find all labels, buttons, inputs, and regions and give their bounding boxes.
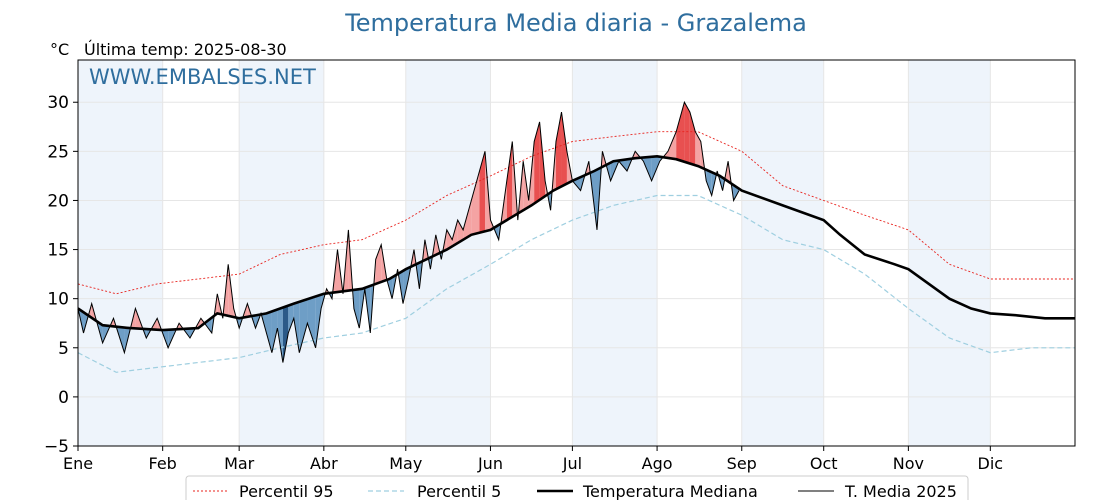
anomaly-fill-below <box>282 305 289 363</box>
series-line-percentil-5 <box>77 194 1075 373</box>
anomaly-fill-above <box>479 151 485 233</box>
watermark: WWW.EMBALSES.NET <box>89 65 316 89</box>
anomaly-fill-above <box>668 131 677 160</box>
x-tick-label-dic: Dic <box>978 454 1004 473</box>
anomaly-fill-above <box>556 112 562 190</box>
y-tick-label: 0 <box>58 388 69 408</box>
anomaly-fill-above <box>446 229 453 250</box>
anomaly-fill-below <box>277 307 283 363</box>
x-tick-label-oct: Oct <box>810 454 838 473</box>
legend-label: Temperatura Mediana <box>582 482 758 500</box>
legend-label: Percentil 5 <box>417 482 501 500</box>
anomaly-fill-below <box>403 267 409 304</box>
anomaly-fill-below <box>271 309 278 353</box>
anomaly-fill-below <box>204 317 212 334</box>
chart-title: Temperatura Media diaria - Grazalema <box>344 9 807 37</box>
anomaly-fill-above <box>375 244 382 284</box>
y-axis-ticks: −5 0 5 10 15 20 25 30 <box>44 93 78 457</box>
x-tick-label-mar: Mar <box>224 454 255 473</box>
grid-lines <box>77 60 1075 447</box>
anomaly-fill-above <box>506 141 513 221</box>
month-band-nov <box>908 60 991 446</box>
anomaly-fill-below <box>353 289 360 329</box>
anomaly-fill-above <box>471 170 480 235</box>
legend-box <box>185 475 969 500</box>
month-band-mar <box>239 60 324 446</box>
y-tick-label: 25 <box>47 142 69 162</box>
x-tick-label-ene: Ene <box>63 454 93 473</box>
x-tick-label-may: May <box>389 454 422 473</box>
y-tick-label: 15 <box>47 241 69 261</box>
month-band-may <box>405 60 491 446</box>
legend-label: Percentil 95 <box>239 482 334 500</box>
legend: Percentil 95 Percentil 5 Temperatura Media… <box>185 475 969 500</box>
month-band-sep <box>741 60 824 446</box>
x-tick-label-feb: Feb <box>149 454 177 473</box>
anomaly-fill-below <box>307 296 316 348</box>
chart-subtitle: Última temp: 2025-08-30 <box>84 40 287 59</box>
legend-label: T. Media 2025 <box>844 482 957 500</box>
plot-frame <box>77 59 1076 447</box>
y-tick-label: −5 <box>44 437 69 457</box>
y-tick-label: 30 <box>47 93 69 113</box>
y-axis-unit-label: °C <box>50 40 69 59</box>
anomaly-fill-above <box>463 200 472 240</box>
series-lines <box>77 100 1075 373</box>
anomaly-fill-below <box>293 301 300 353</box>
month-band-jul <box>572 60 658 446</box>
anomaly-fill-above <box>695 131 701 168</box>
x-tick-label-jun: Jun <box>477 454 503 473</box>
anomaly-fill-above <box>684 102 690 164</box>
month-bands <box>78 60 991 446</box>
x-tick-label-ago: Ago <box>642 454 673 473</box>
x-tick-label-nov: Nov <box>893 454 924 473</box>
anomaly-fill-below <box>288 303 294 334</box>
anomaly-fill-below <box>299 299 308 353</box>
x-tick-label-abr: Abr <box>310 454 338 473</box>
anomaly-fill-above <box>457 220 464 244</box>
anomaly-fill-above <box>534 121 540 204</box>
x-tick-label-jul: Jul <box>562 454 582 473</box>
anomaly-fill-below <box>706 169 712 196</box>
x-axis-ticks: Ene Feb Mar Abr May Jun Jul Ago Sep Oct Nov Dic <box>63 446 1003 473</box>
y-tick-label: 10 <box>47 290 69 310</box>
series-line-percentil-95 <box>77 131 1075 295</box>
anomaly-fill-above <box>561 112 567 187</box>
series-line-temperatura-mediana <box>77 154 1075 332</box>
month-band-ene <box>78 60 163 446</box>
x-tick-label-sep: Sep <box>727 454 757 473</box>
y-tick-label: 5 <box>58 339 69 359</box>
y-tick-label: 20 <box>47 191 69 211</box>
anomaly-fill-above <box>689 112 696 166</box>
